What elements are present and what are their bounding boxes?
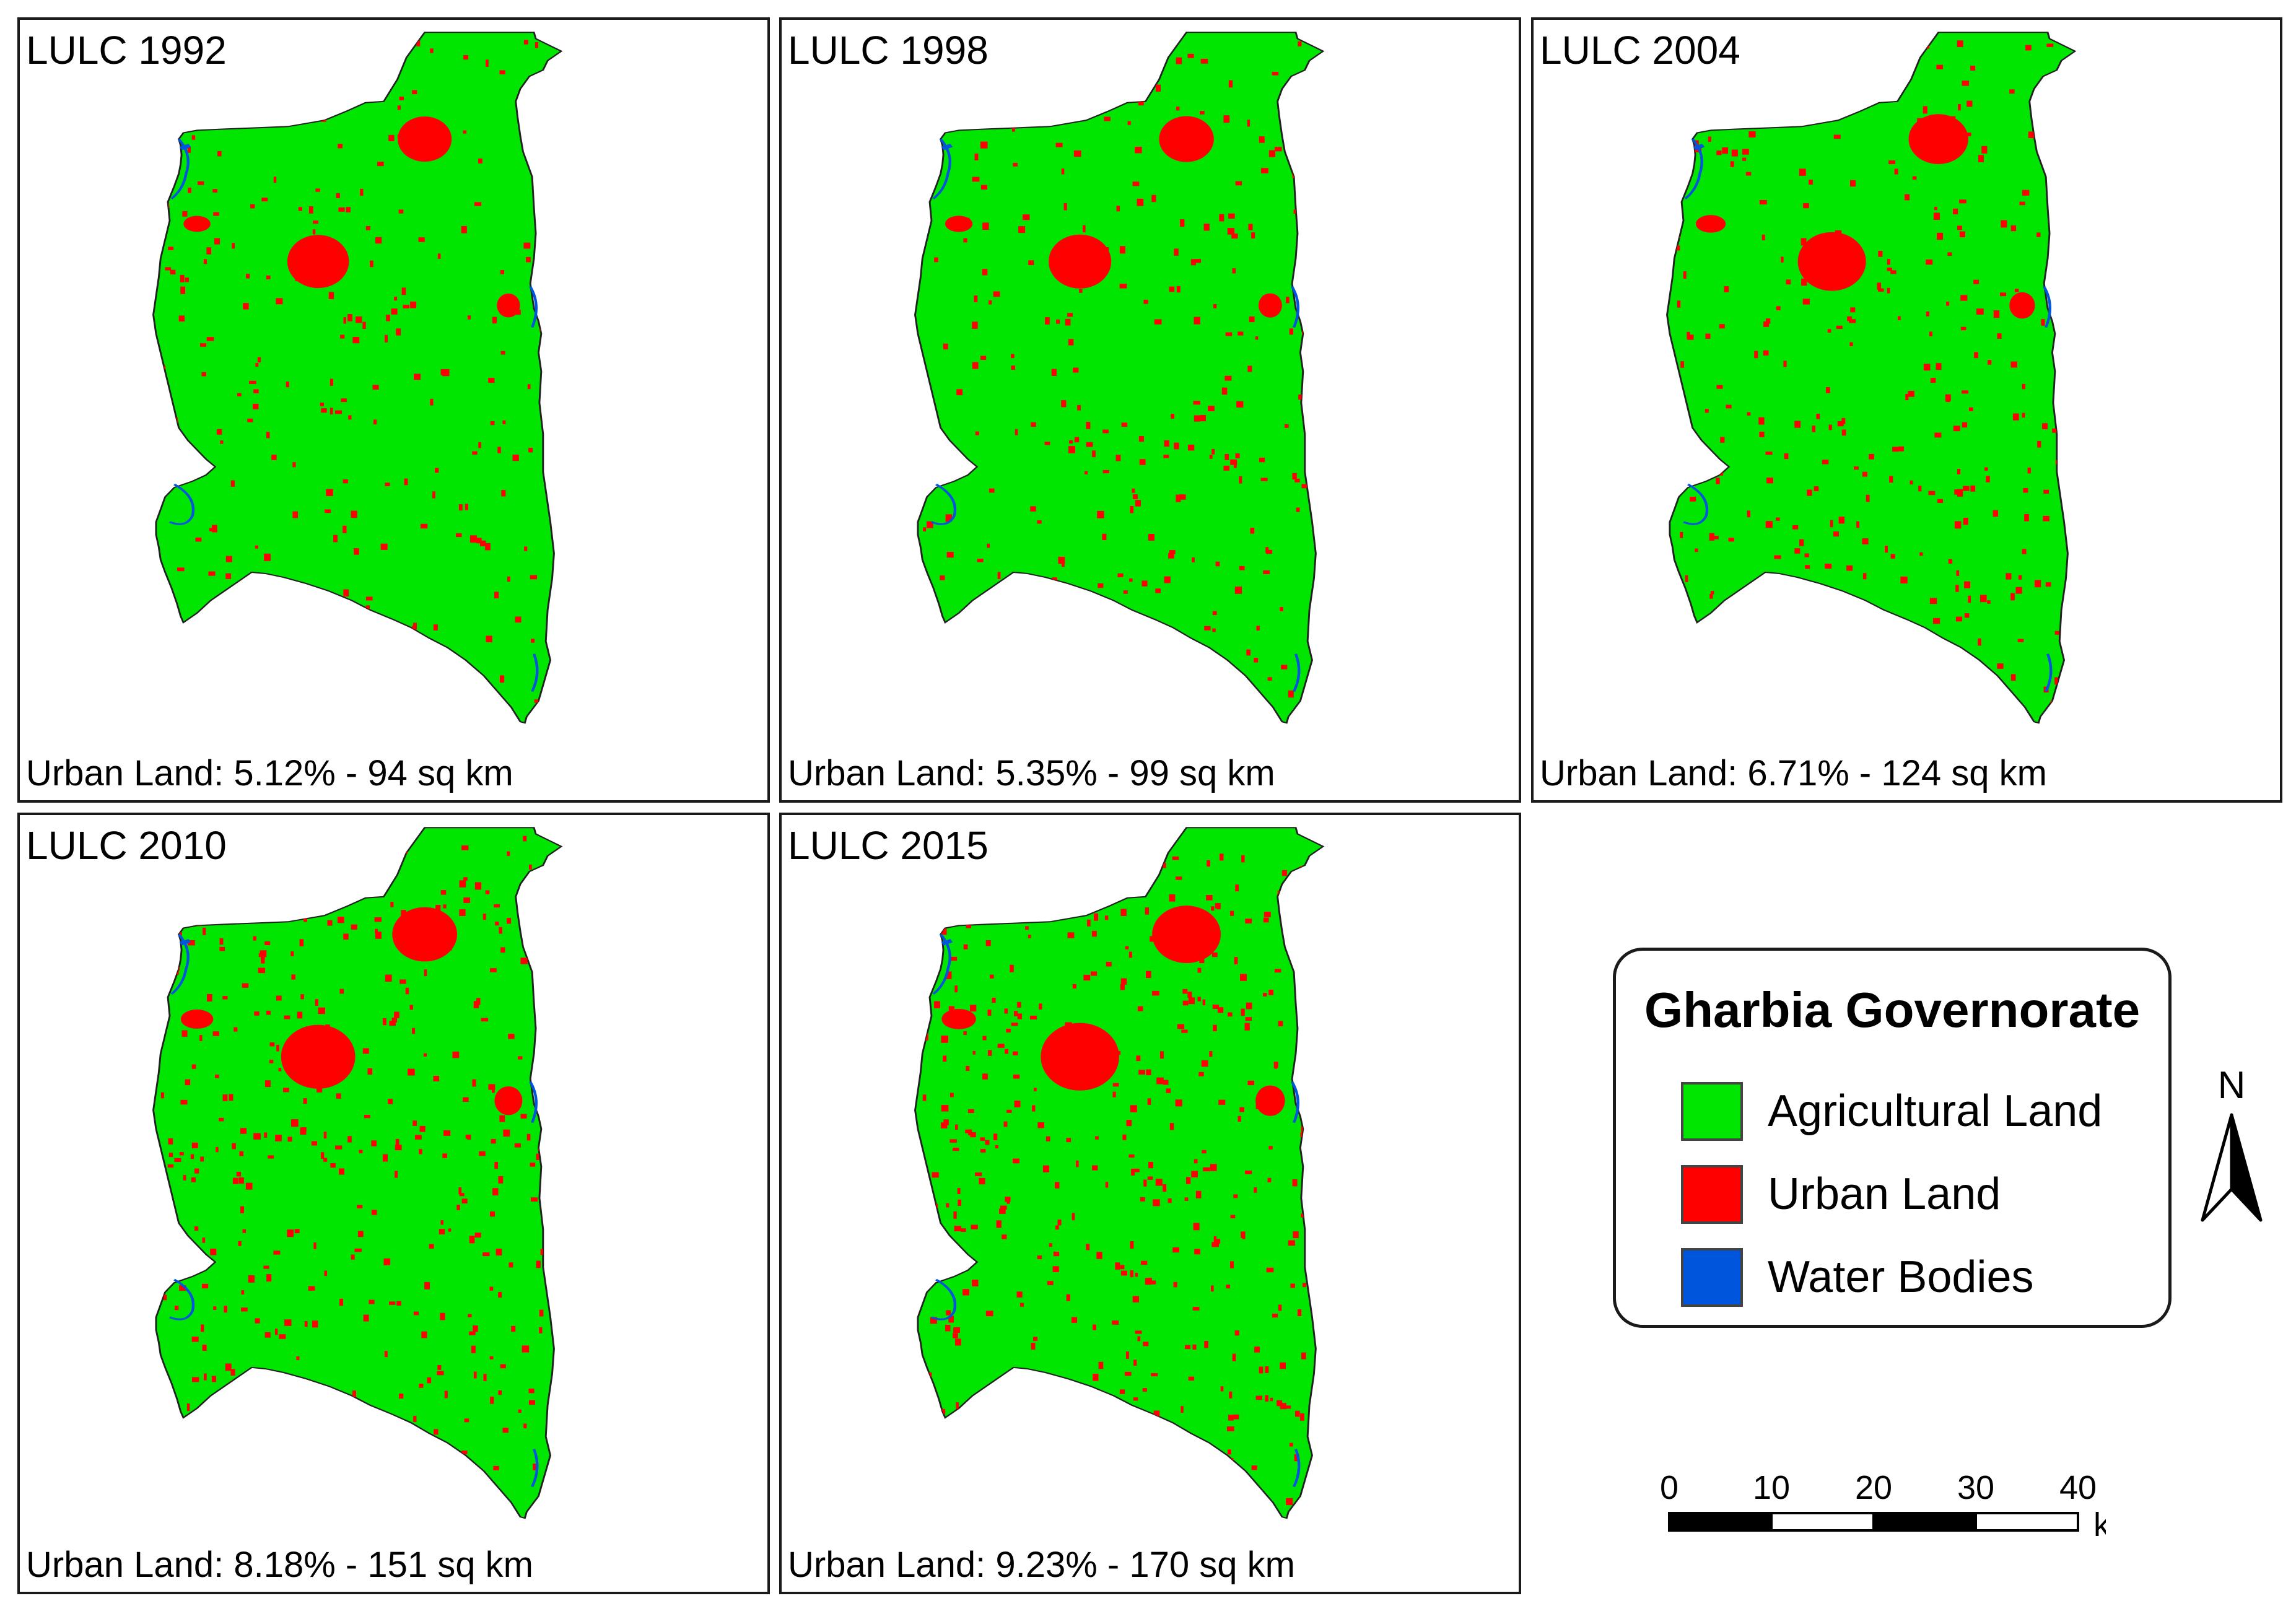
panel-title: LULC 1992 [26,28,227,72]
water-bodies [168,138,539,692]
lulc-map-2015 [914,827,1325,1519]
map-panel-2010: LULC 2010 Urban Land: 8.18% - 151 sq km [17,813,770,1594]
agricultural-swatch [1681,1082,1743,1141]
scale-unit: km [2093,1506,2106,1543]
map-panel-1998: LULC 1998 Urban Land: 5.35% - 99 sq km [779,17,1521,803]
urban-swatch [1681,1165,1743,1224]
agricultural-land-area [914,827,1325,1519]
urban-land-caption: Urban Land: 8.18% - 151 sq km [26,1545,533,1585]
agricultural-land-area [914,32,1325,724]
agricultural-land-area [152,827,563,1519]
scale-tick-label: 30 [1957,1469,1994,1506]
water-bodies [168,933,539,1487]
lulc-map-1998 [914,32,1325,724]
legend: Gharbia Governorate Agricultural Land Ur… [1613,948,2172,1328]
urban-land-caption: Urban Land: 9.23% - 170 sq km [788,1545,1295,1585]
map-panel-2004: LULC 2004 Urban Land: 6.71% - 124 sq km [1531,17,2282,803]
north-label: N [2218,1064,2246,1107]
legend-label: Water Bodies [1768,1252,2034,1302]
water-bodies [930,138,1301,692]
scale-tick-label: 20 [1855,1469,1892,1506]
panel-title: LULC 2004 [1540,28,1740,72]
urban-land-caption: Urban Land: 5.35% - 99 sq km [788,753,1275,793]
lulc-map-2010 [152,827,563,1519]
water-bodies [1682,138,2053,692]
scale-tick-label: 0 [1660,1469,1678,1506]
agricultural-land-area [152,32,563,724]
urban-land-caption: Urban Land: 5.12% - 94 sq km [26,753,513,793]
water-bodies [930,933,1301,1487]
scale-bar: 0 10 20 30 40 km [1660,1469,2106,1543]
panel-title: LULC 1998 [788,28,989,72]
scale-tick-label: 40 [2059,1469,2097,1506]
water-swatch [1681,1248,1743,1307]
panel-title: LULC 2015 [788,823,989,868]
lulc-map-2004 [1666,32,2077,724]
map-panel-2015: LULC 2015 Urban Land: 9.23% - 170 sq km [779,813,1521,1594]
legend-label: Urban Land [1768,1169,2001,1219]
legend-label: Agricultural Land [1768,1086,2103,1136]
lulc-map-1992 [152,32,563,724]
scale-tick-label: 10 [1753,1469,1790,1506]
legend-title: Gharbia Governorate [1644,982,2141,1037]
urban-land-caption: Urban Land: 6.71% - 124 sq km [1540,753,2047,793]
agricultural-land-area [1666,32,2077,724]
map-panel-1992: LULC 1992 Urban Land: 5.12% - 94 sq km [17,17,770,803]
panel-title: LULC 2010 [26,823,227,868]
north-arrow-icon: N [2201,1064,2263,1222]
